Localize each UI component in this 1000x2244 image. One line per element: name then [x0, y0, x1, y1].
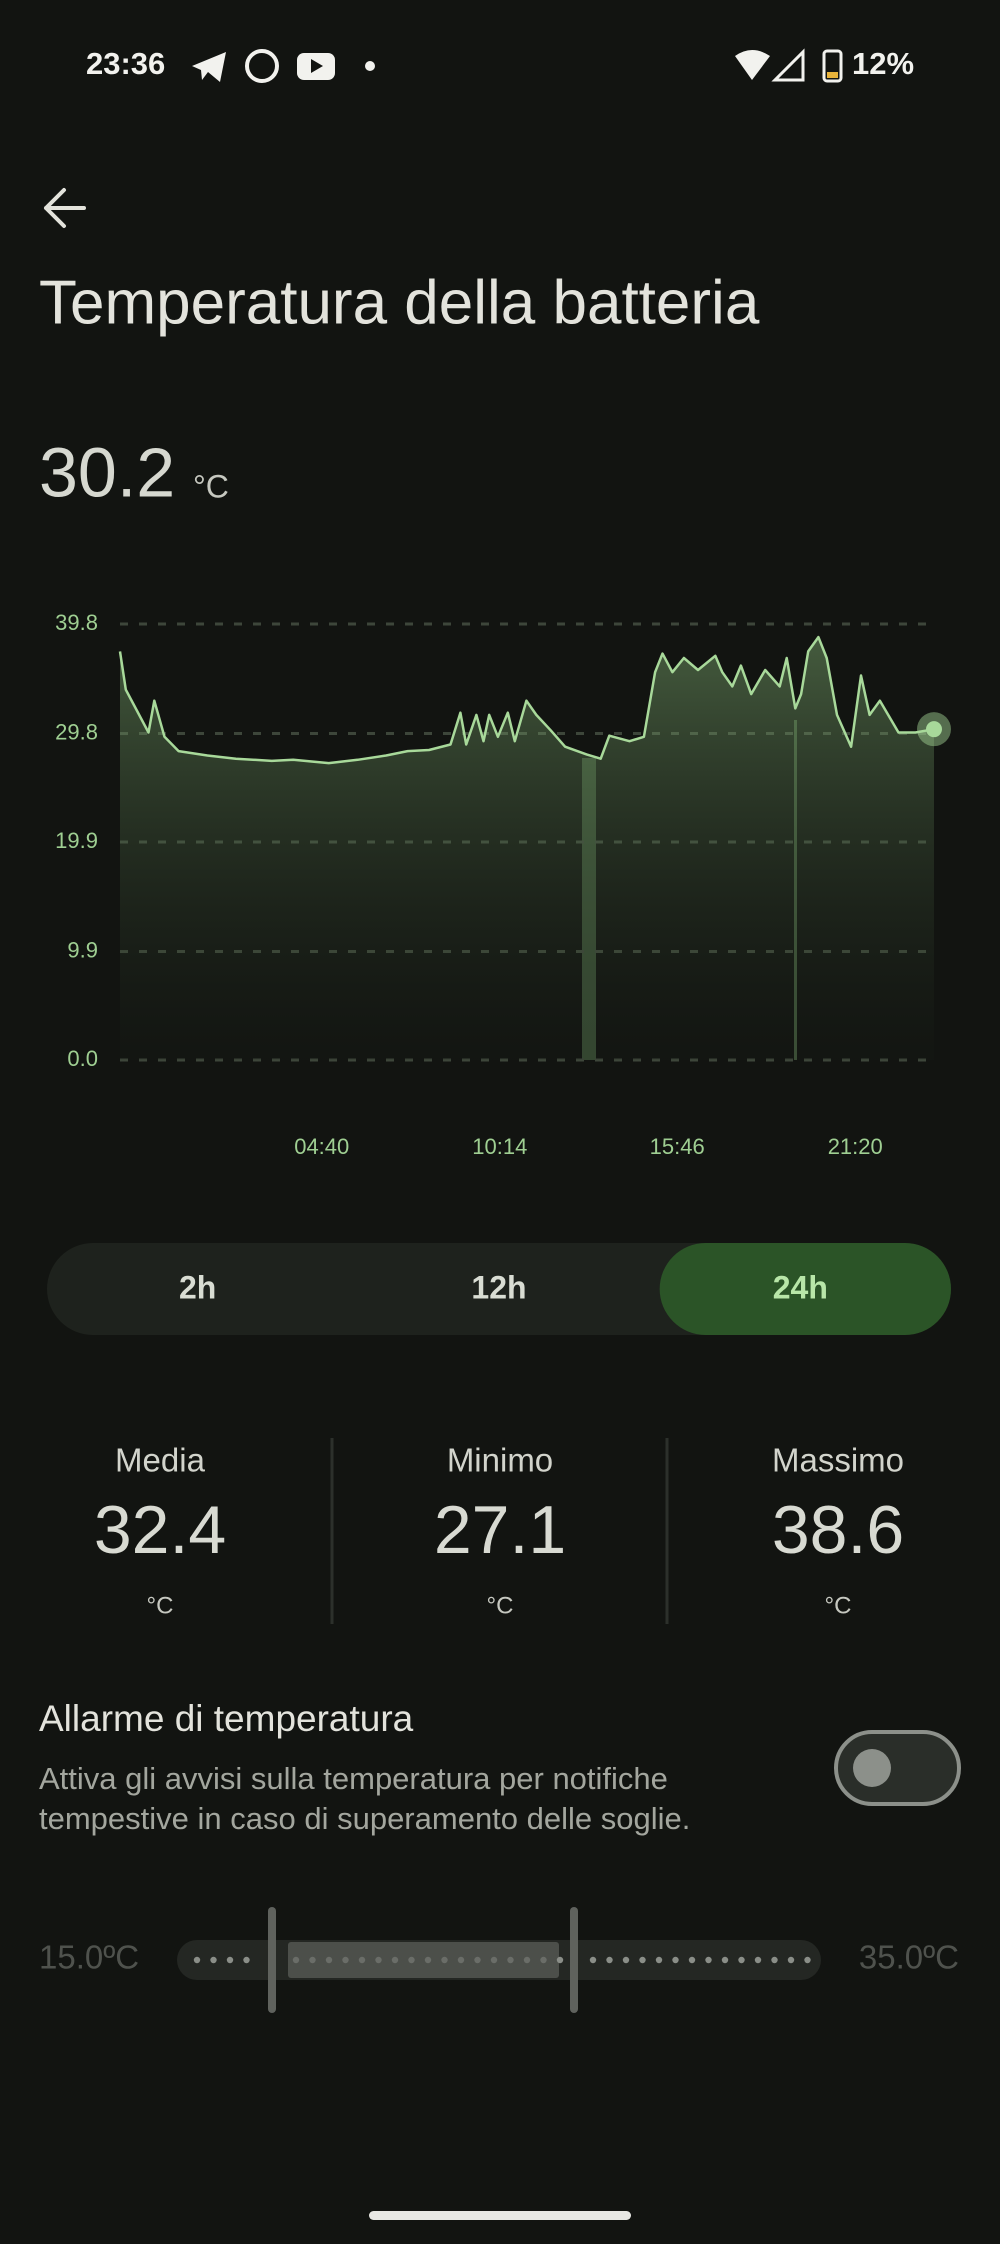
- stat-label: Minimo: [447, 1442, 553, 1479]
- slider-dot: [457, 1956, 465, 1964]
- range-options: 2h 12h 24h: [179, 1243, 951, 1335]
- slider-dot: [507, 1956, 514, 1964]
- stat-value: 32.4: [94, 1492, 226, 1568]
- x-tick-label: 04:40: [294, 1134, 349, 1159]
- slider-handle[interactable]: [570, 1907, 578, 2013]
- alarm-description: tempestive in caso di superamento delle …: [39, 1801, 690, 1836]
- slider-dot: [754, 1956, 762, 1964]
- x-tick-label: 10:14: [472, 1134, 527, 1159]
- slider-dot: [342, 1956, 349, 1964]
- current-unit: °C: [193, 468, 229, 504]
- y-tick-label: 29.8: [55, 719, 98, 744]
- slider-dot: [358, 1956, 366, 1964]
- alarm-title: Allarme di temperatura: [39, 1698, 414, 1739]
- slider-dot: [771, 1956, 778, 1964]
- youtube-play: [311, 59, 323, 73]
- slider-dot: [639, 1956, 646, 1964]
- slider-dot: [325, 1956, 333, 1964]
- slider-dot: [606, 1956, 613, 1964]
- x-tick-label: 15:46: [650, 1134, 705, 1159]
- slider-dot: [804, 1956, 811, 1964]
- slider-dot: [556, 1956, 564, 1964]
- slider-handle[interactable]: [268, 1907, 276, 2013]
- toggle-knob: [853, 1749, 891, 1787]
- threshold-min: 15.0ºC: [39, 1939, 139, 1976]
- slider-dot: [655, 1956, 663, 1964]
- y-tick-label: 19.9: [55, 828, 98, 853]
- current-temperature: 30.2: [39, 433, 175, 511]
- slider-dot: [490, 1956, 498, 1964]
- slider-dot: [622, 1956, 630, 1964]
- telegram-icon: [192, 52, 226, 82]
- status-battery: 12%: [852, 46, 914, 81]
- slider-dot: [540, 1956, 547, 1964]
- stat-label: Media: [115, 1442, 206, 1479]
- notification-dot: [365, 61, 375, 71]
- threshold-max: 35.0ºC: [859, 1939, 959, 1976]
- slider-dot: [391, 1956, 399, 1964]
- stat-label: Massimo: [772, 1442, 904, 1479]
- slider-dot: [589, 1956, 597, 1964]
- back-button[interactable]: [44, 188, 86, 228]
- stat-value: 27.1: [434, 1492, 566, 1568]
- page-title: Temperatura della batteria: [39, 268, 760, 337]
- stats: Media 32.4 °C Minimo 27.1 °C Massimo 38.6 °C: [94, 1442, 904, 1620]
- range-option[interactable]: 2h: [179, 1269, 216, 1305]
- slider-dot: [243, 1956, 250, 1964]
- slider-dot: [408, 1956, 415, 1964]
- line-area: [120, 637, 934, 1060]
- stat-unit: °C: [825, 1592, 852, 1619]
- slider-dot: [705, 1956, 712, 1964]
- y-tick-label: 9.9: [67, 937, 98, 962]
- y-tick-label: 39.8: [55, 610, 98, 635]
- alarm-description: Attiva gli avvisi sulla temperatura per …: [39, 1761, 668, 1796]
- slider-dot: [787, 1956, 795, 1964]
- slider-dot: [226, 1956, 234, 1964]
- x-tick-label: 21:20: [828, 1134, 883, 1159]
- slider-dot: [441, 1956, 448, 1964]
- line: [118, 635, 935, 765]
- signal-icon: [771, 48, 805, 82]
- y-tick-label: 0.0: [67, 1046, 98, 1071]
- current-point: [926, 721, 942, 738]
- slider-dot: [193, 1956, 201, 1964]
- slider-dot: [424, 1956, 432, 1964]
- status-time: 23:36: [86, 46, 165, 81]
- slider-dot: [688, 1956, 696, 1964]
- status-icons: [192, 48, 843, 83]
- battery-icon: [822, 49, 843, 83]
- slider-dot: [210, 1956, 217, 1964]
- slider-range: [288, 1942, 559, 1978]
- stat-value: 38.6: [772, 1492, 904, 1568]
- battery-level: [827, 72, 838, 78]
- whatsapp-icon: [245, 49, 279, 83]
- wifi-icon: [735, 50, 770, 80]
- range-option[interactable]: 24h: [773, 1269, 828, 1305]
- slider-dot: [292, 1956, 300, 1964]
- home-indicator: [369, 2211, 631, 2220]
- slider-dot: [309, 1956, 316, 1964]
- slider-dot: [721, 1956, 729, 1964]
- stat-unit: °C: [487, 1592, 514, 1619]
- slider-dot: [672, 1956, 679, 1964]
- slider-dots: [193, 1956, 811, 1964]
- slider-dot: [523, 1956, 531, 1964]
- slider-dot: [738, 1956, 745, 1964]
- slider-dot: [474, 1956, 481, 1964]
- temperature-chart: 0.0 9.9 19.9 29.8 39.8 04:40 10:14 15:46 21:20: [55, 610, 951, 1159]
- slider-dot: [375, 1956, 382, 1964]
- stat-unit: °C: [147, 1592, 174, 1619]
- range-option[interactable]: 12h: [471, 1269, 526, 1305]
- range-selected: [659, 1243, 951, 1335]
